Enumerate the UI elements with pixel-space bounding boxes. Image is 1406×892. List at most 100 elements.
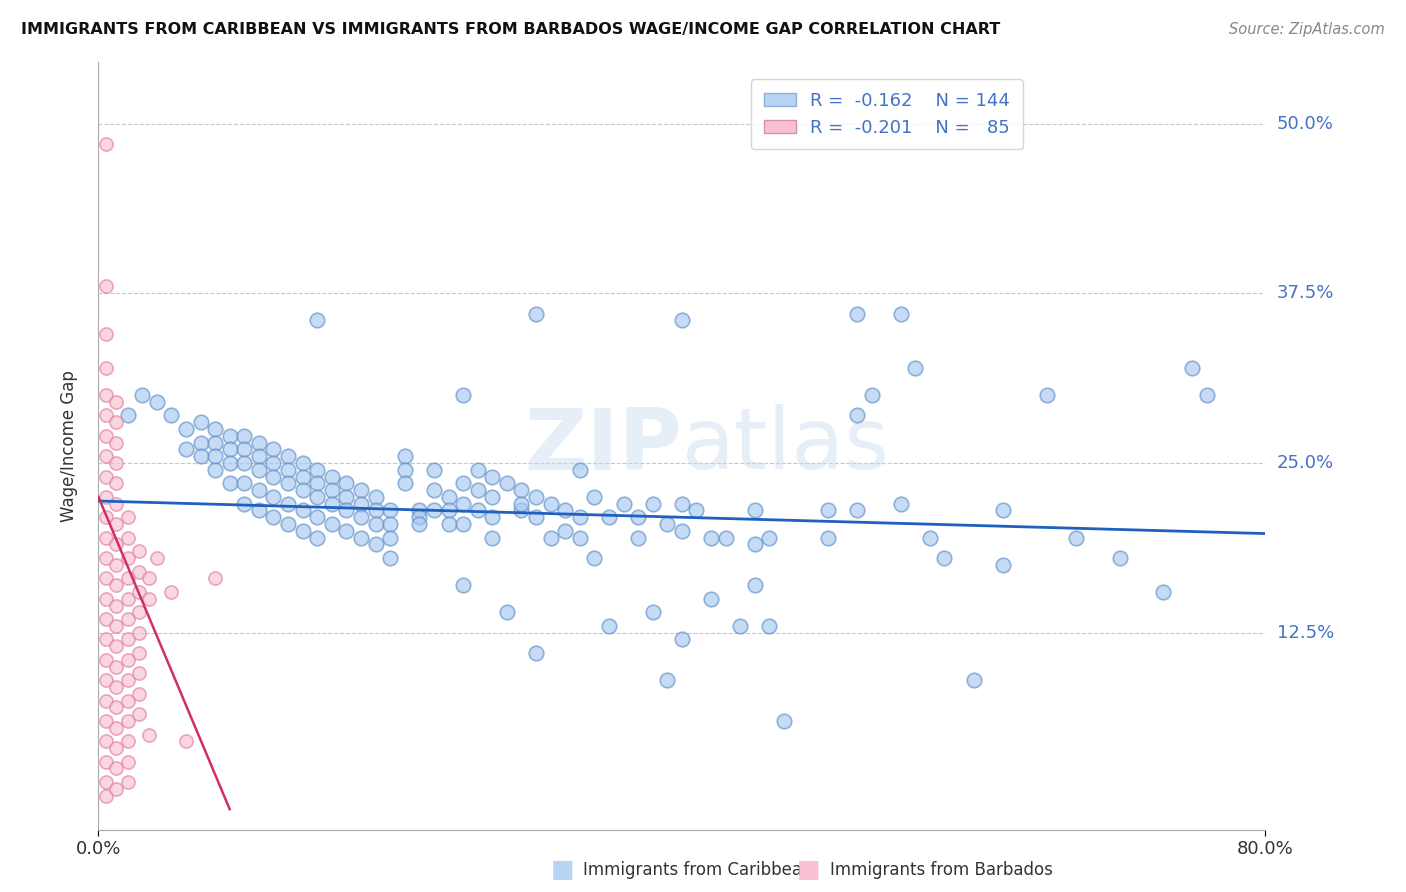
Point: [117, 775, 139, 789]
Point: [262, 510, 284, 524]
Point: [233, 456, 256, 470]
Text: 25.0%: 25.0%: [1277, 454, 1334, 472]
Point: [104, 558, 127, 572]
Point: [510, 483, 533, 497]
Point: [104, 640, 127, 654]
Point: [104, 537, 127, 551]
Point: [94, 449, 117, 463]
Text: IMMIGRANTS FROM CARIBBEAN VS IMMIGRANTS FROM BARBADOS WAGE/INCOME GAP CORRELATIO: IMMIGRANTS FROM CARIBBEAN VS IMMIGRANTS …: [21, 22, 1000, 37]
Point: [467, 503, 489, 517]
Point: [524, 307, 547, 321]
Point: [94, 279, 117, 293]
Point: [94, 360, 117, 375]
Point: [408, 503, 430, 517]
Point: [380, 517, 402, 532]
Point: [233, 429, 256, 443]
Point: [1152, 585, 1174, 599]
Point: [138, 571, 160, 585]
Point: [335, 490, 357, 504]
Point: [860, 388, 883, 402]
Point: [117, 653, 139, 667]
Point: [524, 646, 547, 660]
Point: [744, 503, 766, 517]
Point: [846, 307, 869, 321]
Point: [364, 517, 387, 532]
Point: [247, 483, 270, 497]
Point: [128, 666, 150, 681]
Point: [104, 395, 127, 409]
Point: [128, 646, 150, 660]
Text: 12.5%: 12.5%: [1277, 624, 1334, 641]
Point: [335, 503, 357, 517]
Point: [451, 388, 474, 402]
Point: [94, 755, 117, 769]
Point: [277, 449, 299, 463]
Point: [350, 531, 373, 545]
Point: [117, 632, 139, 647]
Text: atlas: atlas: [682, 404, 890, 488]
Point: [554, 524, 576, 538]
Point: [540, 531, 562, 545]
Point: [204, 463, 226, 477]
Point: [423, 463, 446, 477]
Point: [146, 551, 169, 566]
Point: [218, 456, 240, 470]
Point: [94, 469, 117, 483]
Point: [321, 483, 343, 497]
Point: [364, 537, 387, 551]
Point: [128, 687, 150, 701]
Point: [190, 415, 212, 429]
Point: [160, 585, 183, 599]
Point: [117, 714, 139, 728]
Point: [104, 680, 127, 694]
Point: [1195, 388, 1218, 402]
Point: [128, 544, 150, 558]
Point: [128, 565, 150, 579]
Point: [190, 449, 212, 463]
Point: [685, 503, 707, 517]
Point: [160, 409, 183, 423]
Point: [627, 510, 650, 524]
Point: [657, 517, 679, 532]
Y-axis label: Wage/Income Gap: Wage/Income Gap: [59, 370, 77, 522]
Point: [307, 510, 329, 524]
Text: Immigrants from Caribbean: Immigrants from Caribbean: [583, 861, 813, 879]
Point: [94, 326, 117, 341]
Point: [962, 673, 984, 688]
Point: [335, 524, 357, 538]
Point: [128, 625, 150, 640]
Point: [481, 510, 503, 524]
Point: [350, 497, 373, 511]
Point: [934, 551, 956, 566]
Point: [714, 531, 737, 545]
Point: [496, 476, 519, 491]
Text: Source: ZipAtlas.com: Source: ZipAtlas.com: [1229, 22, 1385, 37]
Point: [524, 510, 547, 524]
Point: [117, 571, 139, 585]
Point: [262, 490, 284, 504]
Point: [94, 714, 117, 728]
Point: [94, 388, 117, 402]
Point: [277, 476, 299, 491]
Point: [671, 632, 693, 647]
Point: [904, 360, 927, 375]
Point: [94, 673, 117, 688]
Point: [94, 510, 117, 524]
Point: [128, 585, 150, 599]
Point: [991, 558, 1014, 572]
Point: [307, 531, 329, 545]
Point: [262, 456, 284, 470]
Point: [94, 612, 117, 626]
Point: [350, 510, 373, 524]
Point: [540, 497, 562, 511]
Text: Immigrants from Barbados: Immigrants from Barbados: [830, 861, 1053, 879]
Point: [627, 531, 650, 545]
Point: [423, 483, 446, 497]
Point: [174, 422, 197, 436]
Point: [174, 734, 197, 748]
Point: [817, 503, 839, 517]
Point: [146, 395, 169, 409]
Point: [1064, 531, 1087, 545]
Point: [307, 313, 329, 327]
Point: [218, 476, 240, 491]
